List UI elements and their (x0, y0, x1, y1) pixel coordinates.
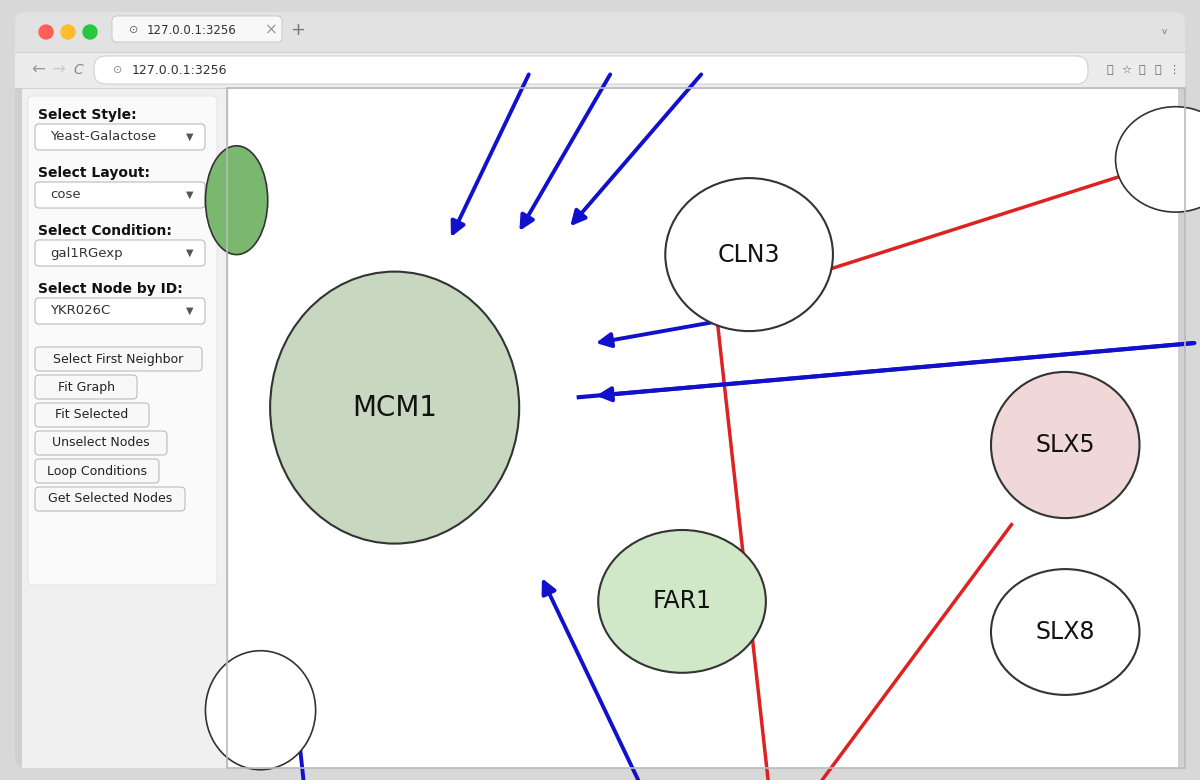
Text: CLN3: CLN3 (718, 243, 780, 267)
Text: ←: ← (31, 61, 44, 79)
Circle shape (38, 25, 53, 39)
Text: Select Layout:: Select Layout: (38, 166, 150, 180)
Text: ⋮: ⋮ (1169, 65, 1180, 75)
FancyBboxPatch shape (35, 459, 158, 483)
Text: ▼: ▼ (186, 306, 193, 316)
Text: ▼: ▼ (186, 190, 193, 200)
FancyBboxPatch shape (35, 403, 149, 427)
Text: +: + (290, 21, 306, 39)
FancyBboxPatch shape (112, 16, 282, 42)
Text: ×: × (265, 23, 277, 37)
FancyBboxPatch shape (35, 347, 202, 371)
Text: Yeast-Galactose: Yeast-Galactose (50, 130, 156, 144)
Ellipse shape (991, 372, 1140, 518)
FancyBboxPatch shape (28, 96, 217, 585)
Bar (22, 88, 1178, 768)
Text: ⬜: ⬜ (1139, 65, 1145, 75)
Circle shape (83, 25, 97, 39)
FancyBboxPatch shape (35, 182, 205, 208)
FancyArrowPatch shape (452, 74, 529, 233)
Text: ᵥ: ᵥ (1162, 23, 1168, 37)
Ellipse shape (1116, 107, 1200, 212)
FancyArrowPatch shape (600, 316, 749, 346)
FancyBboxPatch shape (14, 12, 1186, 768)
Text: Fit Selected: Fit Selected (55, 409, 128, 421)
Ellipse shape (665, 178, 833, 331)
FancyBboxPatch shape (35, 431, 167, 455)
Text: SLX5: SLX5 (1036, 433, 1096, 457)
FancyBboxPatch shape (14, 12, 1186, 52)
Text: YKR026C: YKR026C (50, 304, 110, 317)
Bar (14, 52, 1186, 88)
Text: Fit Graph: Fit Graph (58, 381, 114, 393)
Text: ▼: ▼ (186, 132, 193, 142)
Bar (22, 88, 227, 768)
Text: SLX8: SLX8 (1036, 620, 1096, 644)
Text: C: C (73, 63, 83, 77)
Text: 🔒: 🔒 (1106, 65, 1114, 75)
Text: 👤: 👤 (1154, 65, 1162, 75)
FancyBboxPatch shape (35, 240, 205, 266)
FancyArrowPatch shape (600, 343, 1194, 400)
Ellipse shape (599, 530, 766, 673)
Text: Select Node by ID:: Select Node by ID: (38, 282, 182, 296)
Text: ☆: ☆ (1121, 65, 1132, 75)
FancyBboxPatch shape (94, 56, 1088, 84)
Text: ▼: ▼ (186, 248, 193, 258)
FancyArrowPatch shape (287, 669, 304, 780)
Text: Select Style:: Select Style: (38, 108, 137, 122)
Text: Unselect Nodes: Unselect Nodes (52, 437, 150, 449)
FancyArrowPatch shape (574, 74, 701, 223)
Bar (14, 38, 1186, 52)
Text: →: → (52, 61, 65, 79)
Text: FAR1: FAR1 (653, 590, 712, 613)
Ellipse shape (205, 146, 268, 254)
Text: 127.0.0.1:3256: 127.0.0.1:3256 (132, 63, 228, 76)
Text: ⊙: ⊙ (113, 65, 122, 75)
Text: cose: cose (50, 189, 80, 201)
Bar (227, 88, 1186, 768)
Circle shape (61, 25, 74, 39)
Text: Loop Conditions: Loop Conditions (47, 465, 148, 477)
FancyArrowPatch shape (544, 582, 638, 780)
FancyBboxPatch shape (35, 375, 137, 399)
Text: gal1RGexp: gal1RGexp (50, 246, 122, 260)
Text: Select Condition:: Select Condition: (38, 224, 172, 238)
FancyBboxPatch shape (35, 487, 185, 511)
Text: 127.0.0.1:3256: 127.0.0.1:3256 (148, 23, 236, 37)
Text: Get Selected Nodes: Get Selected Nodes (48, 492, 172, 505)
Text: Select First Neighbor: Select First Neighbor (53, 353, 184, 366)
FancyArrowPatch shape (522, 74, 611, 227)
Ellipse shape (270, 271, 520, 544)
Ellipse shape (205, 651, 316, 770)
Text: ⊙: ⊙ (130, 25, 139, 35)
Text: MCM1: MCM1 (352, 394, 437, 422)
FancyBboxPatch shape (35, 298, 205, 324)
Ellipse shape (991, 569, 1140, 695)
FancyBboxPatch shape (35, 124, 205, 150)
